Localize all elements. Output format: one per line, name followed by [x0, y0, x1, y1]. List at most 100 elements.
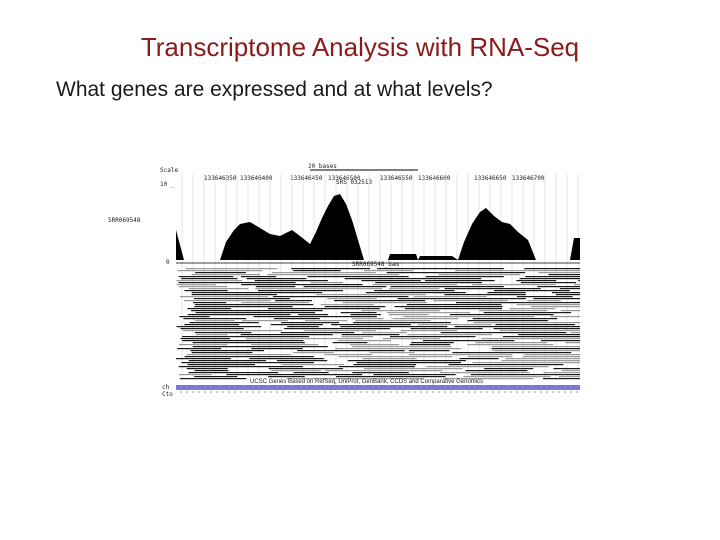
read-segment [390, 336, 476, 338]
read-segment [184, 300, 271, 302]
read-segment [519, 278, 580, 280]
read-segment [404, 308, 502, 310]
read-segment [483, 312, 572, 314]
read-segment [356, 362, 461, 364]
read-segment [188, 372, 279, 374]
read-segment [397, 298, 526, 300]
read-segment [392, 318, 459, 320]
read-segment [355, 320, 431, 322]
read-segment [463, 376, 551, 378]
read-segment [268, 308, 380, 310]
read-segment [369, 352, 415, 354]
read-segment [425, 276, 504, 278]
read-segment [178, 276, 234, 278]
read-segment [249, 358, 324, 360]
read-segment [342, 302, 427, 304]
read-segment [254, 280, 328, 282]
read-segment [255, 288, 383, 290]
read-segment [373, 374, 456, 376]
read-segment [184, 324, 240, 326]
read-segment [194, 298, 291, 300]
read-segment [195, 334, 228, 336]
read-segment [550, 316, 580, 318]
read-segment [331, 324, 412, 326]
read-segment [182, 330, 283, 332]
read-segment [320, 304, 374, 306]
scale-axis-label: Scale [160, 167, 178, 174]
read-segment [340, 326, 448, 328]
read-segment [491, 346, 580, 348]
read-segment [425, 280, 495, 282]
read-segment [353, 364, 417, 366]
read-segment [501, 360, 580, 362]
read-segment [443, 378, 534, 380]
read-segment [324, 354, 373, 356]
read-segment [538, 272, 580, 274]
read-segment [187, 314, 291, 316]
read-segment [347, 360, 466, 362]
slide-title: Transcriptome Analysis with RNA-Seq [140, 32, 580, 62]
track-label-left: SRR069548 [108, 217, 141, 224]
position-label: 133646400 [240, 175, 273, 182]
read-segment [191, 352, 253, 354]
read-segment [471, 284, 556, 286]
gene-track-label-b: Cto [162, 391, 173, 398]
read-segment [417, 324, 492, 326]
position-label: 133646650 [474, 175, 507, 182]
read-segment [361, 310, 440, 312]
read-segment [530, 306, 580, 308]
read-segment [240, 276, 277, 278]
read-segment [291, 268, 371, 270]
read-segment [271, 272, 376, 274]
read-segment [191, 292, 323, 294]
read-segment [556, 294, 580, 296]
read-segment [338, 366, 415, 368]
read-segment [298, 314, 329, 316]
read-segment [194, 306, 293, 308]
read-segment [293, 352, 334, 354]
read-segment [195, 272, 246, 274]
read-segment [548, 274, 580, 276]
read-segment [413, 296, 487, 298]
read-segment [516, 296, 573, 298]
read-segment [194, 320, 235, 322]
read-segment [193, 302, 227, 304]
read-segment [433, 300, 508, 302]
read-segment [324, 306, 386, 308]
read-segment [362, 332, 407, 334]
read-segment [543, 378, 580, 380]
read-segment [191, 274, 261, 276]
read-segment [372, 284, 457, 286]
read-segment [176, 358, 232, 360]
read-segment [448, 364, 564, 366]
position-label: 133646350 [204, 175, 237, 182]
read-segment [335, 348, 462, 350]
read-segment [192, 342, 305, 344]
read-segment [407, 334, 492, 336]
read-segment [452, 352, 572, 354]
read-segment [509, 308, 556, 310]
read-segment [177, 270, 263, 272]
read-segment [337, 340, 391, 342]
read-segment [281, 322, 339, 324]
read-segment [270, 324, 324, 326]
read-segment [350, 314, 381, 316]
read-segment [275, 300, 312, 302]
read-segment [382, 338, 441, 340]
read-segment [470, 374, 580, 376]
read-segment [353, 322, 451, 324]
read-segment [400, 330, 458, 332]
read-segment [188, 360, 267, 362]
read-segment [487, 292, 526, 294]
read-segment [293, 372, 329, 374]
read-segment [386, 272, 526, 274]
read-segment [444, 294, 526, 296]
read-segment [361, 280, 421, 282]
read-segment [253, 316, 377, 318]
read-segment [241, 320, 288, 322]
read-segment [304, 330, 376, 332]
read-segment [472, 318, 558, 320]
position-label: 133646500 [328, 175, 361, 182]
read-segment [408, 354, 513, 356]
read-segment [408, 350, 450, 352]
